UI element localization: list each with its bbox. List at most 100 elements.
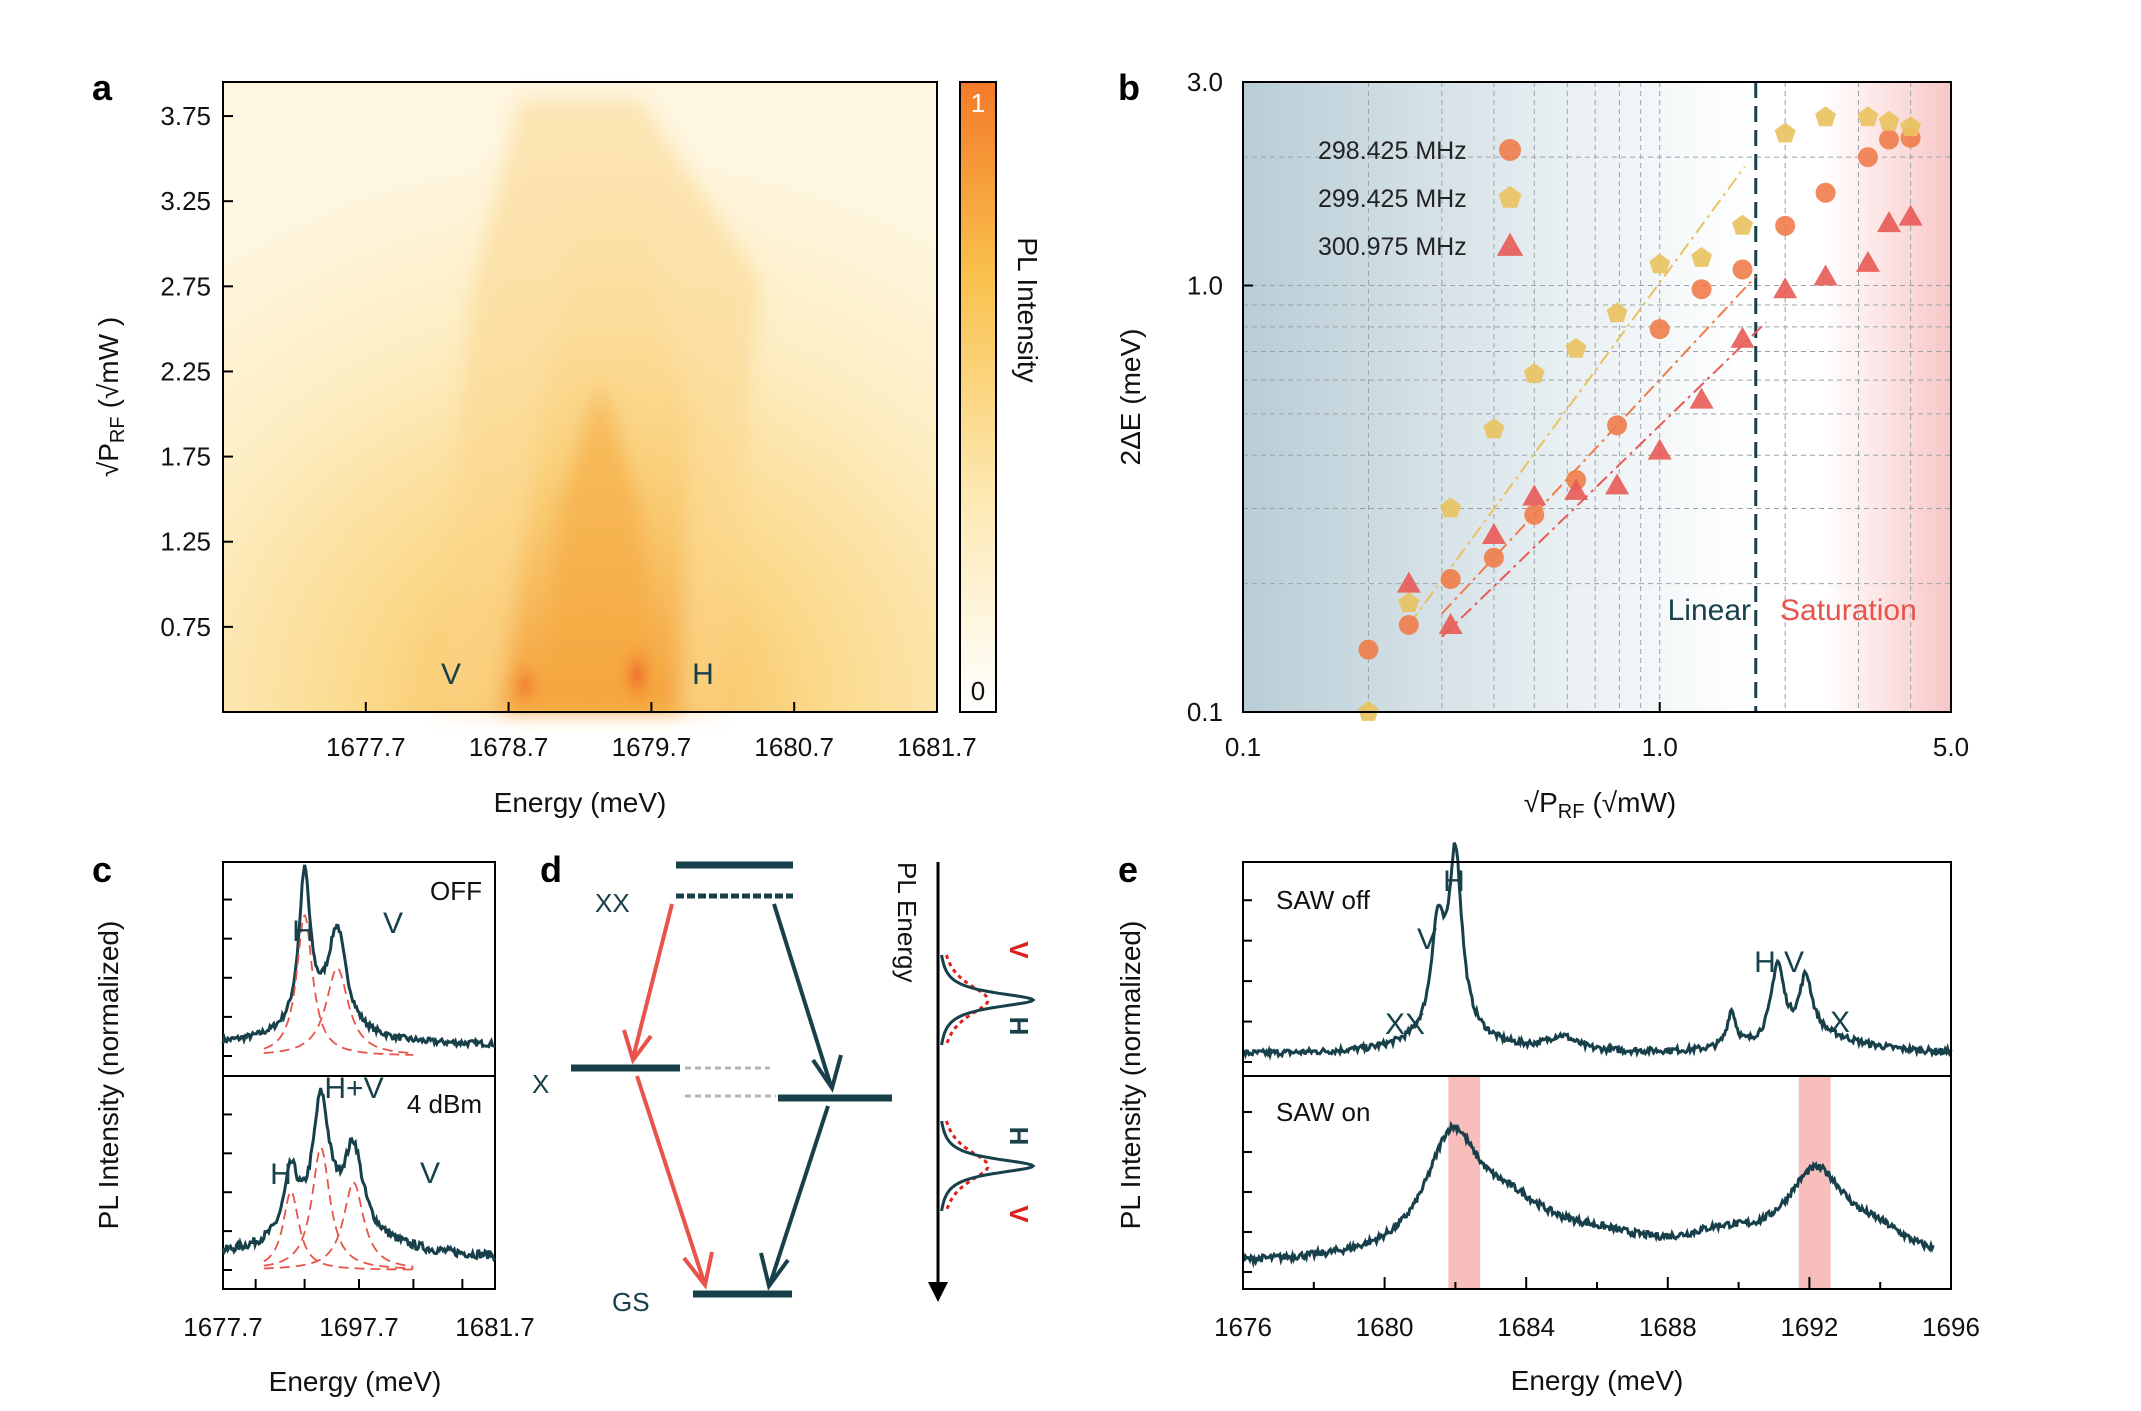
b-point-pentagon	[1649, 253, 1671, 274]
saw-off-label: SAW off	[1276, 885, 1371, 915]
b-legend-label: 299.425 MHz	[1318, 185, 1467, 213]
colorbar-min: 0	[971, 676, 985, 706]
a-xtick-label: 1680.7	[754, 732, 834, 762]
d-upper-v-shape	[944, 954, 990, 1046]
b-point-triangle	[1481, 523, 1506, 545]
b-point-pentagon	[1900, 116, 1922, 137]
b-point-pentagon	[1523, 363, 1545, 383]
e-xtick-label: 1696	[1922, 1312, 1980, 1342]
level-gs: GS	[612, 1287, 650, 1317]
b-ytick-label: 3.0	[1187, 67, 1223, 97]
a-xtick-label: 1681.7	[897, 732, 977, 762]
b-point-circle	[1440, 569, 1461, 590]
b-point-circle	[1857, 147, 1878, 168]
panel-e-spectra: e 1676 1680 1684 1688 1692 1696 SAW off SAW o…	[1115, 842, 1980, 1396]
b-point-pentagon	[1398, 592, 1420, 612]
b-legend-label: 300.975 MHz	[1318, 233, 1467, 261]
b-point-circle	[1815, 182, 1836, 203]
panel-b-scatter: b 0.1 1.0 5.0 0.1 1.0 3.0 298.425 MHz 299.425 …	[1115, 67, 1969, 823]
e-peak-v1: V	[1417, 923, 1437, 956]
pol-label-h-lower: H	[1004, 1127, 1034, 1146]
scatter-ylabel: 2ΔE (meV)	[1115, 329, 1146, 466]
saw-on-label: SAW on	[1276, 1097, 1370, 1127]
svg-text:√PRF(√mW ): √PRF(√mW )	[93, 317, 129, 477]
c-bottom-peak-hv: H+V	[324, 1072, 383, 1105]
region-label-linear: Linear	[1668, 594, 1751, 627]
b-point-circle	[1524, 504, 1545, 525]
a-ytick-label: 1.25	[160, 527, 211, 557]
c-4dbm-fit-hv	[263, 1146, 414, 1270]
b-point-pentagon	[1815, 106, 1836, 127]
peak-label-h: H	[692, 658, 714, 691]
b-point-triangle	[1605, 473, 1630, 495]
c-xtick-label: 1677.7	[183, 1312, 263, 1342]
pol-label-v-upper: V	[1004, 941, 1034, 959]
arrow-head-xx-x-v	[811, 1054, 843, 1093]
panel-c-label: c	[92, 849, 112, 890]
pol-label-h-upper: H	[1004, 1017, 1034, 1036]
scatter-axes: 0.1 1.0 5.0 0.1 1.0 3.0	[1187, 67, 1969, 762]
saw-traces	[1242, 842, 1953, 1269]
arrow-head-x-gs-v	[759, 1252, 790, 1291]
arrow-x-to-gs-v	[768, 1105, 830, 1285]
b-point-circle	[1358, 639, 1379, 660]
b-point-triangle	[1564, 478, 1589, 500]
polarization-lineshapes	[940, 954, 1036, 1212]
panel-e-label: e	[1118, 849, 1138, 890]
a-ytick-label: 0.75	[160, 612, 211, 642]
arrow-xx-to-x-h	[631, 903, 674, 1059]
c-off-trace	[221, 864, 496, 1050]
b-legend-marker-triangle	[1496, 232, 1524, 256]
a-ytick-label: 2.25	[160, 356, 211, 386]
b-point-pentagon	[1565, 337, 1587, 358]
arrow-xx-to-x-v	[772, 903, 833, 1087]
b-point-circle	[1879, 129, 1900, 150]
b-point-triangle	[1689, 387, 1714, 409]
b-point-circle	[1649, 319, 1670, 340]
e-highlight-band	[1798, 1076, 1831, 1289]
heatmap-axes: 1677.7 1678.7 1679.7 1680.7 1681.7 0.75 1.25 1.…	[160, 101, 976, 762]
c-off-fit-v	[263, 966, 414, 1055]
b-point-triangle	[1647, 438, 1672, 460]
b-point-triangle	[1438, 612, 1463, 634]
b-point-pentagon	[1358, 701, 1379, 721]
e-xtick-label: 1688	[1639, 1312, 1697, 1342]
scatter-frame	[1242, 81, 1952, 713]
spectrum-off-label: OFF	[430, 876, 482, 906]
b-xtick-label: 1.0	[1642, 732, 1678, 762]
b-point-triangle	[1730, 326, 1755, 348]
a-ytick-label: 1.75	[160, 442, 211, 472]
colorbar-label: PL Intensity	[1012, 237, 1043, 382]
d-lower-h-shape	[940, 1120, 1036, 1212]
heatmap-xlabel: Energy (meV)	[494, 787, 667, 818]
b-point-pentagon	[1691, 247, 1712, 267]
b-point-circle	[1607, 415, 1628, 436]
b-xtick-label: 5.0	[1933, 732, 1969, 762]
b-point-pentagon	[1440, 497, 1462, 518]
saw-xlabel: Energy (meV)	[1511, 1365, 1684, 1396]
level-x: X	[532, 1069, 549, 1099]
e-peak-h1: H	[1443, 865, 1465, 898]
e-peak-xx: XX	[1385, 1008, 1425, 1041]
saw-axes: 1676 1680 1684 1688 1692 1696	[1214, 899, 1980, 1342]
b-point-circle	[1483, 547, 1504, 568]
c-xtick-label: 1697.7	[319, 1312, 399, 1342]
b-point-triangle	[1396, 571, 1421, 593]
heatmap-image	[223, 82, 937, 715]
b-point-triangle	[1773, 277, 1798, 299]
c-top-peak-v: V	[383, 907, 403, 940]
b-legend-marker-circle	[1499, 139, 1521, 161]
e-peak-v2: V	[1784, 946, 1804, 979]
c-off-fit-h	[263, 913, 414, 1056]
peak-label-v: V	[441, 658, 461, 691]
b-point-pentagon	[1732, 214, 1753, 235]
a-ytick-label: 3.75	[160, 101, 211, 131]
scatter-xlabel: √PRF (√mW)	[1524, 787, 1677, 823]
panel-d-diagram: d XX X GS PL Energy V H H V	[532, 849, 1036, 1317]
spectrum-axes: 1677.7 1697.7 1681.7	[183, 898, 535, 1342]
panel-a-label: a	[92, 67, 113, 108]
panel-a-heatmap: a 1677.7 1678.7 1679.7 1680.7 1681.7 0.75 1.25…	[92, 67, 1043, 818]
b-point-circle	[1398, 614, 1419, 635]
d-lower-v-shape	[944, 1120, 990, 1212]
a-ytick-label: 2.75	[160, 271, 211, 301]
